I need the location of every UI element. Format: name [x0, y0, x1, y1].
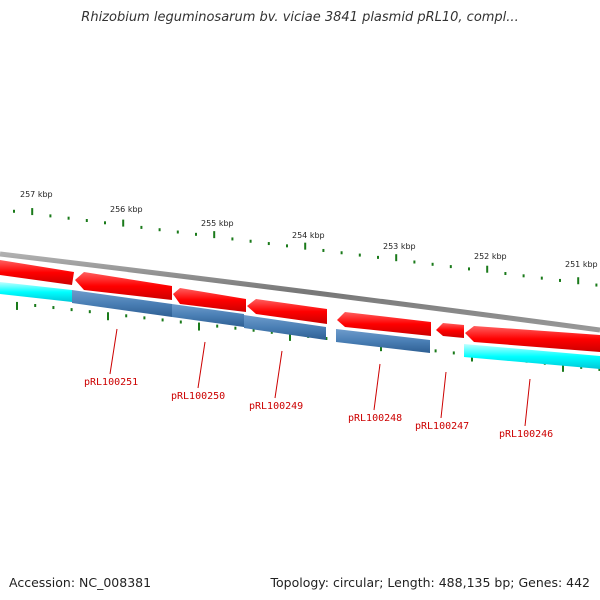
gene-label-pRL100248: pRL100248 [348, 413, 402, 424]
gene-labels: pRL100251 pRL100250 pRL100249 pRL100248 … [84, 377, 553, 440]
gene-leader-lines [109, 328, 531, 427]
cds-arrow-pRL100248 [337, 312, 431, 336]
gene-label-pRL100251: pRL100251 [84, 377, 138, 388]
cds-arrow-pRL100247 [436, 323, 464, 338]
gene-bar-cyan-left [0, 282, 72, 302]
cds-arrow-pRL100250 [173, 288, 246, 312]
gene-label-pRL100247: pRL100247 [415, 421, 469, 432]
leader-pRL100248 [373, 363, 381, 411]
leader-pRL100249 [274, 350, 283, 399]
cds-track [0, 260, 600, 352]
leader-pRL100250 [197, 341, 206, 389]
leader-pRL100247 [440, 371, 447, 419]
scale-labels: 257 kbp 256 kbp 255 kbp 254 kbp 253 kbp … [20, 190, 598, 269]
gene-label-pRL100250: pRL100250 [171, 391, 225, 402]
scale-label-256: 256 kbp [110, 205, 143, 214]
gene-bar-pRL100250 [172, 304, 244, 327]
scale-ticks [13, 208, 600, 372]
backbone-track [0, 251, 600, 333]
map-title: Rhizobium leguminosarum bv. viciae 3841 … [81, 10, 519, 25]
gene-bar-pRL100248 [336, 329, 430, 353]
topology-stats-text: Topology: circular; Length: 488,135 bp; … [270, 575, 591, 590]
cds-arrow-pRL100249 [247, 299, 327, 324]
scale-label-257: 257 kbp [20, 190, 53, 199]
gene-label-pRL100249: pRL100249 [249, 401, 303, 412]
accession-text: Accession: NC_008381 [9, 575, 152, 590]
leader-pRL100251 [109, 328, 118, 375]
scale-label-254: 254 kbp [292, 231, 325, 240]
scale-label-251: 251 kbp [565, 260, 598, 269]
gene-bar-pRL100249 [244, 315, 326, 340]
scale-label-253: 253 kbp [383, 242, 416, 251]
cds-arrow-left-edge [0, 260, 74, 285]
scale-label-255: 255 kbp [201, 219, 234, 228]
gene-bar-pRL100251 [72, 290, 172, 317]
cds-arrow-pRL100246 [465, 326, 600, 352]
leader-pRL100246 [524, 378, 531, 427]
gene-bar-track [0, 282, 600, 369]
scale-label-252: 252 kbp [474, 252, 507, 261]
cds-arrow-pRL100251 [75, 272, 172, 300]
gene-bar-pRL100246 [464, 344, 600, 369]
gene-label-pRL100246: pRL100246 [499, 429, 553, 440]
